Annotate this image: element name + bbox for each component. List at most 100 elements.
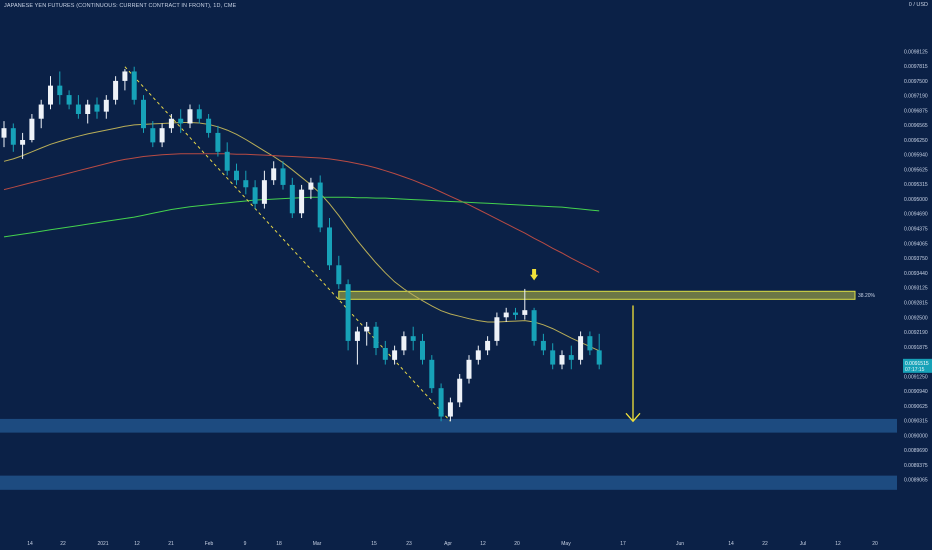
candle-body[interactable]	[438, 388, 444, 417]
price-tick-label: 0.0095315	[904, 182, 928, 188]
candle-body[interactable]	[168, 118, 174, 129]
price-tick-label: 0.0090315	[904, 419, 928, 425]
candle-body[interactable]	[85, 104, 91, 114]
candle-body[interactable]	[159, 128, 165, 143]
candle-body[interactable]	[280, 168, 286, 185]
candle-body[interactable]	[531, 310, 537, 341]
candle-body[interactable]	[57, 85, 63, 96]
candle-body[interactable]	[196, 109, 202, 119]
price-tick-label: 0.0094065	[904, 241, 928, 247]
time-tick-label: Jul	[800, 541, 806, 547]
candle-body[interactable]	[261, 180, 267, 204]
candle-body[interactable]	[308, 182, 314, 190]
candle-body[interactable]	[578, 336, 584, 360]
annotations-layer: 38.20%	[530, 269, 876, 423]
candle-body[interactable]	[327, 227, 332, 266]
price-axis: 0.0098125 0.0097815 0.0097500 0.0097190 0.00…	[903, 49, 932, 484]
candle-body[interactable]	[215, 132, 221, 152]
candle-body[interactable]	[568, 355, 574, 360]
candle-body[interactable]	[10, 128, 16, 145]
candle-body[interactable]	[336, 265, 342, 285]
candle-body[interactable]	[354, 331, 360, 341]
candle-body[interactable]	[596, 350, 602, 365]
candle-body[interactable]	[141, 99, 146, 129]
candle-body[interactable]	[513, 312, 518, 315]
candle-body[interactable]	[75, 104, 81, 114]
price-tick-label: 0.0096250	[904, 138, 928, 144]
time-tick-label: Mar	[313, 541, 322, 547]
candle-body[interactable]	[113, 80, 119, 100]
candle-body[interactable]	[48, 85, 53, 105]
time-axis: 14 22 2021 12 21 Feb 9 18 Mar 15 23 Apr 12 20 May 17 Jun…	[27, 541, 878, 547]
candle-body[interactable]	[364, 326, 370, 332]
candle-body[interactable]	[345, 284, 351, 341]
candle-body[interactable]	[522, 310, 528, 315]
chart-title: JAPANESE YEN FUTURES (CONTINUOUS: CURREN…	[4, 3, 237, 9]
target-arrow-head-icon	[625, 412, 641, 423]
candle-body[interactable]	[299, 189, 305, 214]
candle-body[interactable]	[66, 95, 72, 105]
candle-body[interactable]	[485, 340, 491, 351]
candle-body[interactable]	[382, 348, 388, 360]
candle-body[interactable]	[540, 340, 546, 351]
candle-body[interactable]	[503, 312, 509, 318]
time-tick-label: 12	[480, 541, 486, 547]
candle-body[interactable]	[122, 71, 128, 81]
candle-body[interactable]	[550, 350, 556, 365]
candle-body[interactable]	[475, 350, 481, 360]
candle-body[interactable]	[429, 359, 435, 389]
candle-body[interactable]	[20, 140, 26, 145]
current-price-tag[interactable]	[903, 358, 932, 373]
candle-body[interactable]	[252, 187, 258, 204]
peak-arrow-icon	[530, 269, 539, 281]
fib-level-label: 38.20%	[858, 293, 876, 299]
candle-body[interactable]	[103, 99, 109, 112]
candle-body[interactable]	[457, 378, 463, 403]
time-tick-label: 14	[27, 541, 33, 547]
price-tick-label: 0.0096875	[904, 108, 928, 114]
candle-body[interactable]	[243, 180, 249, 188]
candle-body[interactable]	[466, 359, 472, 379]
candle-body[interactable]	[206, 118, 212, 133]
time-tick-label: Feb	[205, 541, 214, 547]
candle-body[interactable]	[559, 355, 565, 365]
candle-body[interactable]	[587, 336, 593, 351]
price-tick-label: 0.0093750	[904, 256, 928, 262]
candle-body[interactable]	[317, 182, 323, 228]
time-tick-label: 21	[168, 541, 174, 547]
candle-body[interactable]	[187, 109, 193, 124]
price-tick-label: 0.0095940	[904, 153, 928, 159]
candle-body[interactable]	[94, 104, 100, 112]
candle-body[interactable]	[224, 151, 230, 171]
candle-body[interactable]	[401, 336, 407, 351]
candle-body[interactable]	[178, 118, 184, 124]
candle-body[interactable]	[29, 118, 35, 140]
candle-body[interactable]	[410, 336, 416, 341]
price-tick-label: 0.0090940	[904, 389, 928, 395]
candle-body[interactable]	[373, 326, 379, 348]
time-tick-label: 20	[872, 541, 878, 547]
trendline-layer	[124, 66, 451, 422]
countdown-value: 07:17:15	[905, 367, 925, 373]
candle-body[interactable]	[289, 184, 295, 214]
candle-body[interactable]	[392, 350, 398, 360]
price-axis-unit-label[interactable]: 0 / USD	[908, 2, 928, 8]
time-tick-label: Apr	[444, 541, 452, 547]
candle-body[interactable]	[38, 104, 44, 119]
candle-body[interactable]	[494, 317, 500, 341]
time-tick-label: 15	[371, 541, 377, 547]
support-zone	[0, 475, 897, 490]
candle-body[interactable]	[420, 340, 425, 360]
current-price-value: 0.0091515	[905, 361, 929, 367]
candle-body[interactable]	[234, 170, 239, 181]
candle-body[interactable]	[131, 71, 137, 100]
price-tick-label: 0.0090000	[904, 433, 928, 439]
candle-body[interactable]	[150, 128, 156, 143]
zones-layer	[0, 290, 897, 490]
candle-body[interactable]	[447, 402, 453, 417]
candle-body[interactable]	[271, 168, 277, 181]
price-tick-label: 0.0094690	[904, 212, 928, 218]
candle-body[interactable]	[1, 128, 7, 138]
